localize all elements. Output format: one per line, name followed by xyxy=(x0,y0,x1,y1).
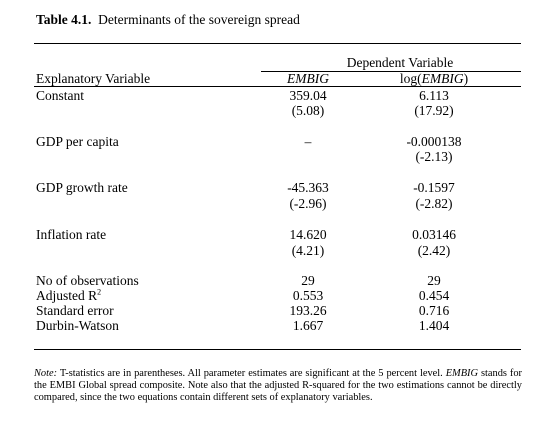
cell-gdp-growth-log: -0.1597 xyxy=(413,180,455,195)
cell-gdp-growth-log-tstat: (-2.82) xyxy=(415,196,453,211)
cell-adjusted-r2-embig: 0.553 xyxy=(292,288,324,303)
cell-observations-embig: 29 xyxy=(301,273,315,288)
note-text-2: stands for the EMBI Global spread compos… xyxy=(34,368,522,404)
row-label-gdp-growth-rate: GDP growth rate xyxy=(36,180,128,195)
table-number: Table 4.1. xyxy=(36,12,92,27)
cell-inflation-log-tstat: (2.42) xyxy=(417,243,451,258)
cell-constant-log: 6.113 xyxy=(419,88,449,103)
table-caption: Determinants of the sovereign spread xyxy=(98,12,300,27)
top-rule xyxy=(34,43,521,44)
cell-constant-embig: 359.04 xyxy=(289,88,327,103)
cell-inflation-log: 0.03146 xyxy=(412,227,456,242)
cell-constant-log-tstat: (17.92) xyxy=(414,103,454,118)
col-log-var: EMBIG xyxy=(421,71,464,86)
cell-inflation-embig-tstat: (4.21) xyxy=(291,243,325,258)
explanatory-variable-header: Explanatory Variable xyxy=(36,71,151,86)
cell-standard-error-log: 0.716 xyxy=(418,303,450,318)
cell-gdp-growth-embig: -45.363 xyxy=(287,180,329,195)
note-prefix: Note: xyxy=(34,368,58,379)
row-label-inflation-rate: Inflation rate xyxy=(36,227,107,242)
table-title: Table 4.1. Determinants of the sovereign… xyxy=(36,12,300,28)
col-log-embig-header: log(EMBIG) xyxy=(382,71,486,86)
row-label-constant: Constant xyxy=(36,88,85,103)
row-label-gdp-per-capita: GDP per capita xyxy=(36,134,119,149)
cell-standard-error-embig: 193.26 xyxy=(289,303,327,318)
col-embig-header: EMBIG xyxy=(287,71,329,86)
cell-durbin-watson-embig: 1.667 xyxy=(292,318,324,333)
note-text-1: T-statistics are in parentheses. All par… xyxy=(57,368,446,379)
row-label-adjusted-r2: Adjusted R2 xyxy=(36,288,101,303)
cell-observations-log: 29 xyxy=(427,273,441,288)
dependent-variable-rule xyxy=(261,71,521,72)
row-label-standard-error: Standard error xyxy=(36,303,114,318)
dependent-variable-header: Dependent Variable xyxy=(346,55,454,70)
row-label-durbin-watson: Durbin-Watson xyxy=(36,318,119,333)
cell-inflation-embig: 14.620 xyxy=(289,227,327,242)
table-note: Note: T-statistics are in parentheses. A… xyxy=(34,368,522,405)
adjusted-r-text: Adjusted R xyxy=(36,288,98,303)
cell-gdp-per-capita-log-tstat: (-2.13) xyxy=(415,149,453,164)
cell-adjusted-r2-log: 0.454 xyxy=(418,288,450,303)
cell-constant-embig-tstat: (5.08) xyxy=(291,103,325,118)
cell-gdp-per-capita-embig: – xyxy=(304,134,312,149)
col-log-suffix: ) xyxy=(463,71,469,86)
cell-gdp-per-capita-log: -0.000138 xyxy=(406,134,462,149)
adjusted-r-superscript: 2 xyxy=(97,287,102,297)
bottom-rule xyxy=(34,349,521,350)
cell-durbin-watson-log: 1.404 xyxy=(418,318,450,333)
col-log-prefix: log( xyxy=(399,71,422,86)
cell-gdp-growth-embig-tstat: (-2.96) xyxy=(289,196,327,211)
row-label-observations: No of observations xyxy=(36,273,139,288)
header-rule xyxy=(34,86,521,87)
note-emphasis: EMBIG xyxy=(445,368,479,379)
